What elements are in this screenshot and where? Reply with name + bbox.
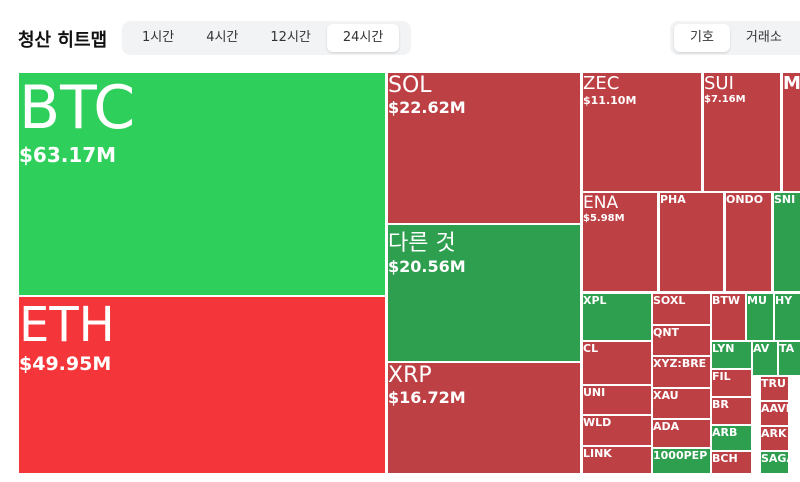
tile-label: FIL: [712, 370, 731, 383]
tile-label: BR: [712, 398, 729, 411]
tile-label: XRP: [388, 363, 432, 388]
treemap-tile[interactable]: XYZ:BRE: [652, 356, 711, 388]
tile-label: SNI: [774, 193, 796, 206]
tile-label: SUI: [704, 73, 734, 94]
tile-label: XYZ:BRE: [653, 357, 707, 370]
tile-label: CL: [583, 342, 599, 355]
treemap-tile[interactable]: SOL $22.62M: [387, 72, 581, 224]
treemap-tile[interactable]: LYN: [711, 341, 752, 369]
treemap-tile[interactable]: QNT: [652, 325, 711, 356]
tile-value: $11.10M: [583, 94, 637, 107]
time-tab[interactable]: 24시간: [326, 24, 400, 52]
treemap-tile[interactable]: XAU: [652, 388, 711, 419]
tile-label: BTC: [19, 73, 136, 143]
view-tabs: 기호 거래소: [670, 21, 800, 55]
treemap-tile[interactable]: XPL: [582, 293, 652, 341]
tile-value: $20.56M: [388, 257, 466, 276]
treemap-tile[interactable]: WLD: [582, 415, 652, 446]
treemap-tile[interactable]: ARB: [711, 425, 752, 451]
tile-label: BTW: [712, 294, 741, 307]
treemap-tile[interactable]: HY: [774, 293, 800, 341]
treemap-tile[interactable]: M: [782, 72, 800, 192]
treemap-tile[interactable]: AV: [752, 341, 778, 376]
view-tab[interactable]: 거래소: [745, 30, 782, 45]
tile-label: QNT: [653, 326, 680, 339]
tile-label: MU: [747, 294, 767, 307]
tile-label: M: [783, 73, 800, 94]
treemap-tile[interactable]: BR: [711, 397, 752, 425]
treemap-tile[interactable]: SOXL: [652, 293, 711, 325]
tile-value: $22.62M: [388, 98, 466, 117]
treemap-tile[interactable]: MU: [746, 293, 774, 341]
tile-label: LYN: [712, 342, 735, 355]
treemap-tile[interactable]: XRP $16.72M: [387, 362, 581, 474]
time-tabs: 1시간 4시간 12시간 24시간: [122, 21, 411, 55]
tile-label: 1000PEP: [653, 449, 708, 462]
treemap-tile[interactable]: PHA: [659, 192, 724, 292]
treemap-tile[interactable]: SNI: [773, 192, 800, 292]
tile-label: 다른 것: [388, 231, 456, 256]
tile-label: XPL: [583, 294, 607, 307]
treemap-tile[interactable]: CL: [582, 341, 652, 385]
time-tab[interactable]: 4시간: [206, 30, 239, 45]
treemap-tile[interactable]: AAVE: [760, 401, 789, 426]
tile-label: LINK: [583, 447, 612, 460]
tile-label: SOXL: [653, 294, 686, 307]
treemap-tile[interactable]: BTW: [711, 293, 746, 341]
treemap-tile[interactable]: FIL: [711, 369, 752, 397]
tile-label: SAGA: [761, 452, 788, 465]
tile-label: BCH: [712, 452, 738, 465]
tile-value: $5.98M: [583, 213, 625, 224]
tile-label: ETH: [19, 297, 115, 353]
treemap-tile[interactable]: 다른 것 $20.56M: [387, 224, 581, 362]
treemap-tile[interactable]: BTC $63.17M: [18, 72, 386, 296]
treemap-tile[interactable]: ARK: [760, 426, 789, 451]
tile-label: SOL: [388, 73, 432, 98]
treemap-tile[interactable]: LINK: [582, 446, 652, 474]
tile-label: ENA: [583, 193, 619, 213]
view-tab[interactable]: 기호: [674, 24, 730, 52]
treemap-tile[interactable]: SUI $7.16M: [703, 72, 781, 192]
tile-label: ONDO: [726, 193, 764, 206]
tile-label: ZEC: [583, 73, 620, 94]
treemap-tile[interactable]: ADA: [652, 419, 711, 448]
treemap-tile[interactable]: ZEC $11.10M: [582, 72, 702, 192]
tile-label: TA: [779, 342, 795, 355]
treemap-tile[interactable]: ONDO: [725, 192, 772, 292]
tile-label: UNI: [583, 386, 606, 399]
tile-value: $7.16M: [704, 94, 746, 105]
treemap-tile[interactable]: SAGA: [760, 451, 789, 474]
treemap-tile[interactable]: BCH: [711, 451, 752, 474]
tile-label: ARB: [712, 426, 738, 439]
tile-label: PHA: [660, 193, 686, 206]
treemap-tile[interactable]: ETH $49.95M: [18, 296, 386, 474]
time-tab[interactable]: 1시간: [142, 30, 175, 45]
tile-value: $63.17M: [19, 143, 117, 167]
treemap-tile[interactable]: ENA $5.98M: [582, 192, 658, 292]
tile-label: WLD: [583, 416, 612, 429]
tile-value: $49.95M: [19, 353, 112, 375]
treemap-tile[interactable]: TRU: [760, 376, 789, 401]
tile-label: ARK: [761, 427, 787, 440]
treemap-tile[interactable]: TA: [778, 341, 800, 376]
treemap-tile[interactable]: 1000PEP: [652, 448, 711, 474]
time-tab[interactable]: 12시간: [270, 30, 311, 45]
tile-label: ADA: [653, 420, 680, 433]
tile-label: TRU: [761, 377, 786, 390]
tile-value: $16.72M: [388, 388, 466, 407]
tile-label: AV: [753, 342, 770, 355]
tile-label: XAU: [653, 389, 679, 402]
page-title: 청산 히트맵: [18, 30, 108, 51]
tile-label: AAVE: [761, 402, 788, 415]
tile-label: HY: [775, 294, 793, 307]
treemap-tile[interactable]: UNI: [582, 385, 652, 415]
